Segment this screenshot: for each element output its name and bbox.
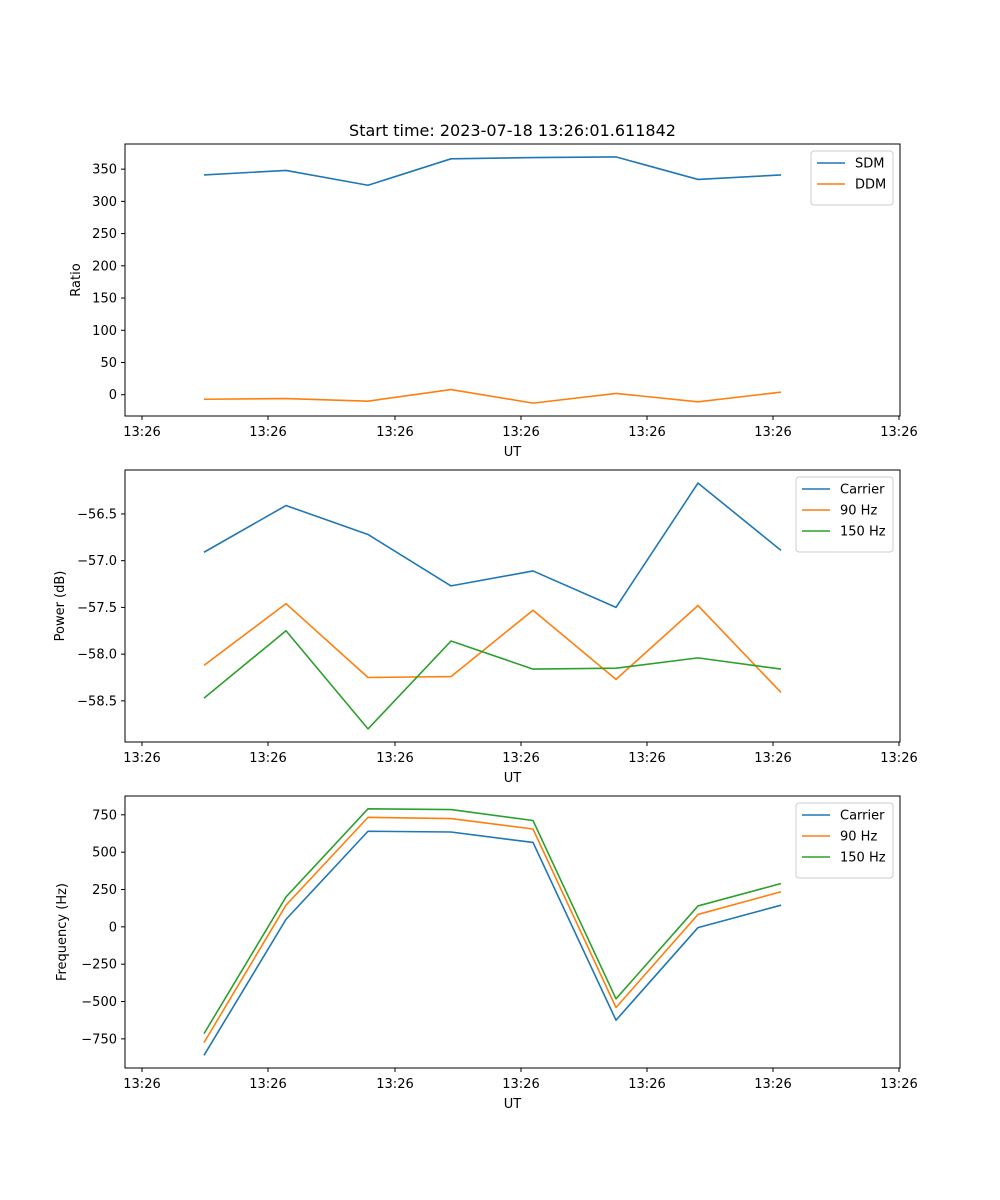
x-tick-label: 13:26 [754,1077,791,1092]
legend [795,802,894,879]
y-tick-label: 50 [100,356,117,371]
series-line-carrier [203,830,782,1056]
plot-frame [124,469,901,743]
legend [810,150,894,206]
y-tick-label: 0 [109,920,117,935]
y-axis-label: Ratio [69,263,84,296]
x-tick-label: 13:26 [754,751,791,766]
series-line-sdm [203,156,782,187]
y-tick-label: 150 [92,292,117,307]
x-tick-label: 13:26 [376,751,413,766]
x-tick-label: 13:26 [754,425,791,440]
y-tick-label: −56.5 [77,507,117,522]
legend [795,476,894,553]
y-tick-label: −500 [81,995,117,1010]
series-line-carrier [203,482,782,609]
y-tick-label: 100 [92,324,117,339]
y-tick-label: −58.0 [77,648,117,663]
x-tick-label: 13:26 [123,425,160,440]
legend-label: DDM [855,178,886,193]
x-tick-label: 13:26 [628,751,665,766]
x-tick-label: 13:26 [376,1077,413,1092]
x-tick-label: 13:26 [249,751,286,766]
y-tick-label: 500 [92,846,117,861]
x-tick-label: 13:26 [502,425,539,440]
y-tick-label: 750 [92,808,117,823]
legend-label: Carrier [840,809,885,824]
chart-frequency: UT Frequency (Hz) 13:26 13:26 13:26 13:26 13… [55,795,918,1112]
plot-frame [124,143,901,417]
plot-frame [124,795,901,1069]
x-tick-label: 13:26 [502,1077,539,1092]
x-axis-label: UT [504,445,522,460]
legend-label: 90 Hz [840,830,877,845]
x-tick-label: 13:26 [628,1077,665,1092]
y-tick-label: 250 [92,883,117,898]
y-tick-label: −57.5 [77,601,117,616]
x-tick-label: 13:26 [880,425,917,440]
x-axis-label: UT [504,1097,522,1112]
legend-label: 150 Hz [840,525,886,540]
legend-label: 150 Hz [840,851,886,866]
x-tick-label: 13:26 [123,1077,160,1092]
y-tick-label: 250 [92,227,117,242]
x-tick-label: 13:26 [123,751,160,766]
y-tick-label: −57.0 [77,554,117,569]
chart-power: UT Power (dB) 13:26 13:26 13:26 13:26 13:26 1… [53,469,918,786]
x-tick-label: 13:26 [628,425,665,440]
y-tick-label: 0 [109,388,117,403]
x-tick-label: 13:26 [880,751,917,766]
x-tick-label: 13:26 [502,751,539,766]
y-tick-label: 200 [92,259,117,274]
y-tick-label: −58.5 [77,694,117,709]
chart-title: Start time: 2023-07-18 13:26:01.611842 [349,121,676,140]
x-axis-label: UT [504,771,522,786]
series-line-90-hz [203,602,782,694]
y-tick-label: 350 [92,163,117,178]
y-axis-label: Power (dB) [53,571,68,642]
x-tick-label: 13:26 [249,425,286,440]
legend-label: SDM [855,157,884,172]
series-line-150-hz [203,808,782,1035]
x-tick-label: 13:26 [249,1077,286,1092]
legend-label: 90 Hz [840,504,877,519]
x-tick-label: 13:26 [880,1077,917,1092]
y-tick-label: −750 [81,1032,117,1047]
series-line-ddm [203,388,782,404]
y-tick-label: −250 [81,958,117,973]
y-tick-label: 300 [92,195,117,210]
y-axis-label: Frequency (Hz) [55,883,70,981]
series-line-150-hz [203,629,782,730]
x-tick-label: 13:26 [376,425,413,440]
chart-ratio: Start time: 2023-07-18 13:26:01.611842 U… [69,121,918,460]
series-line-90-hz [203,816,782,1044]
legend-label: Carrier [840,483,885,498]
